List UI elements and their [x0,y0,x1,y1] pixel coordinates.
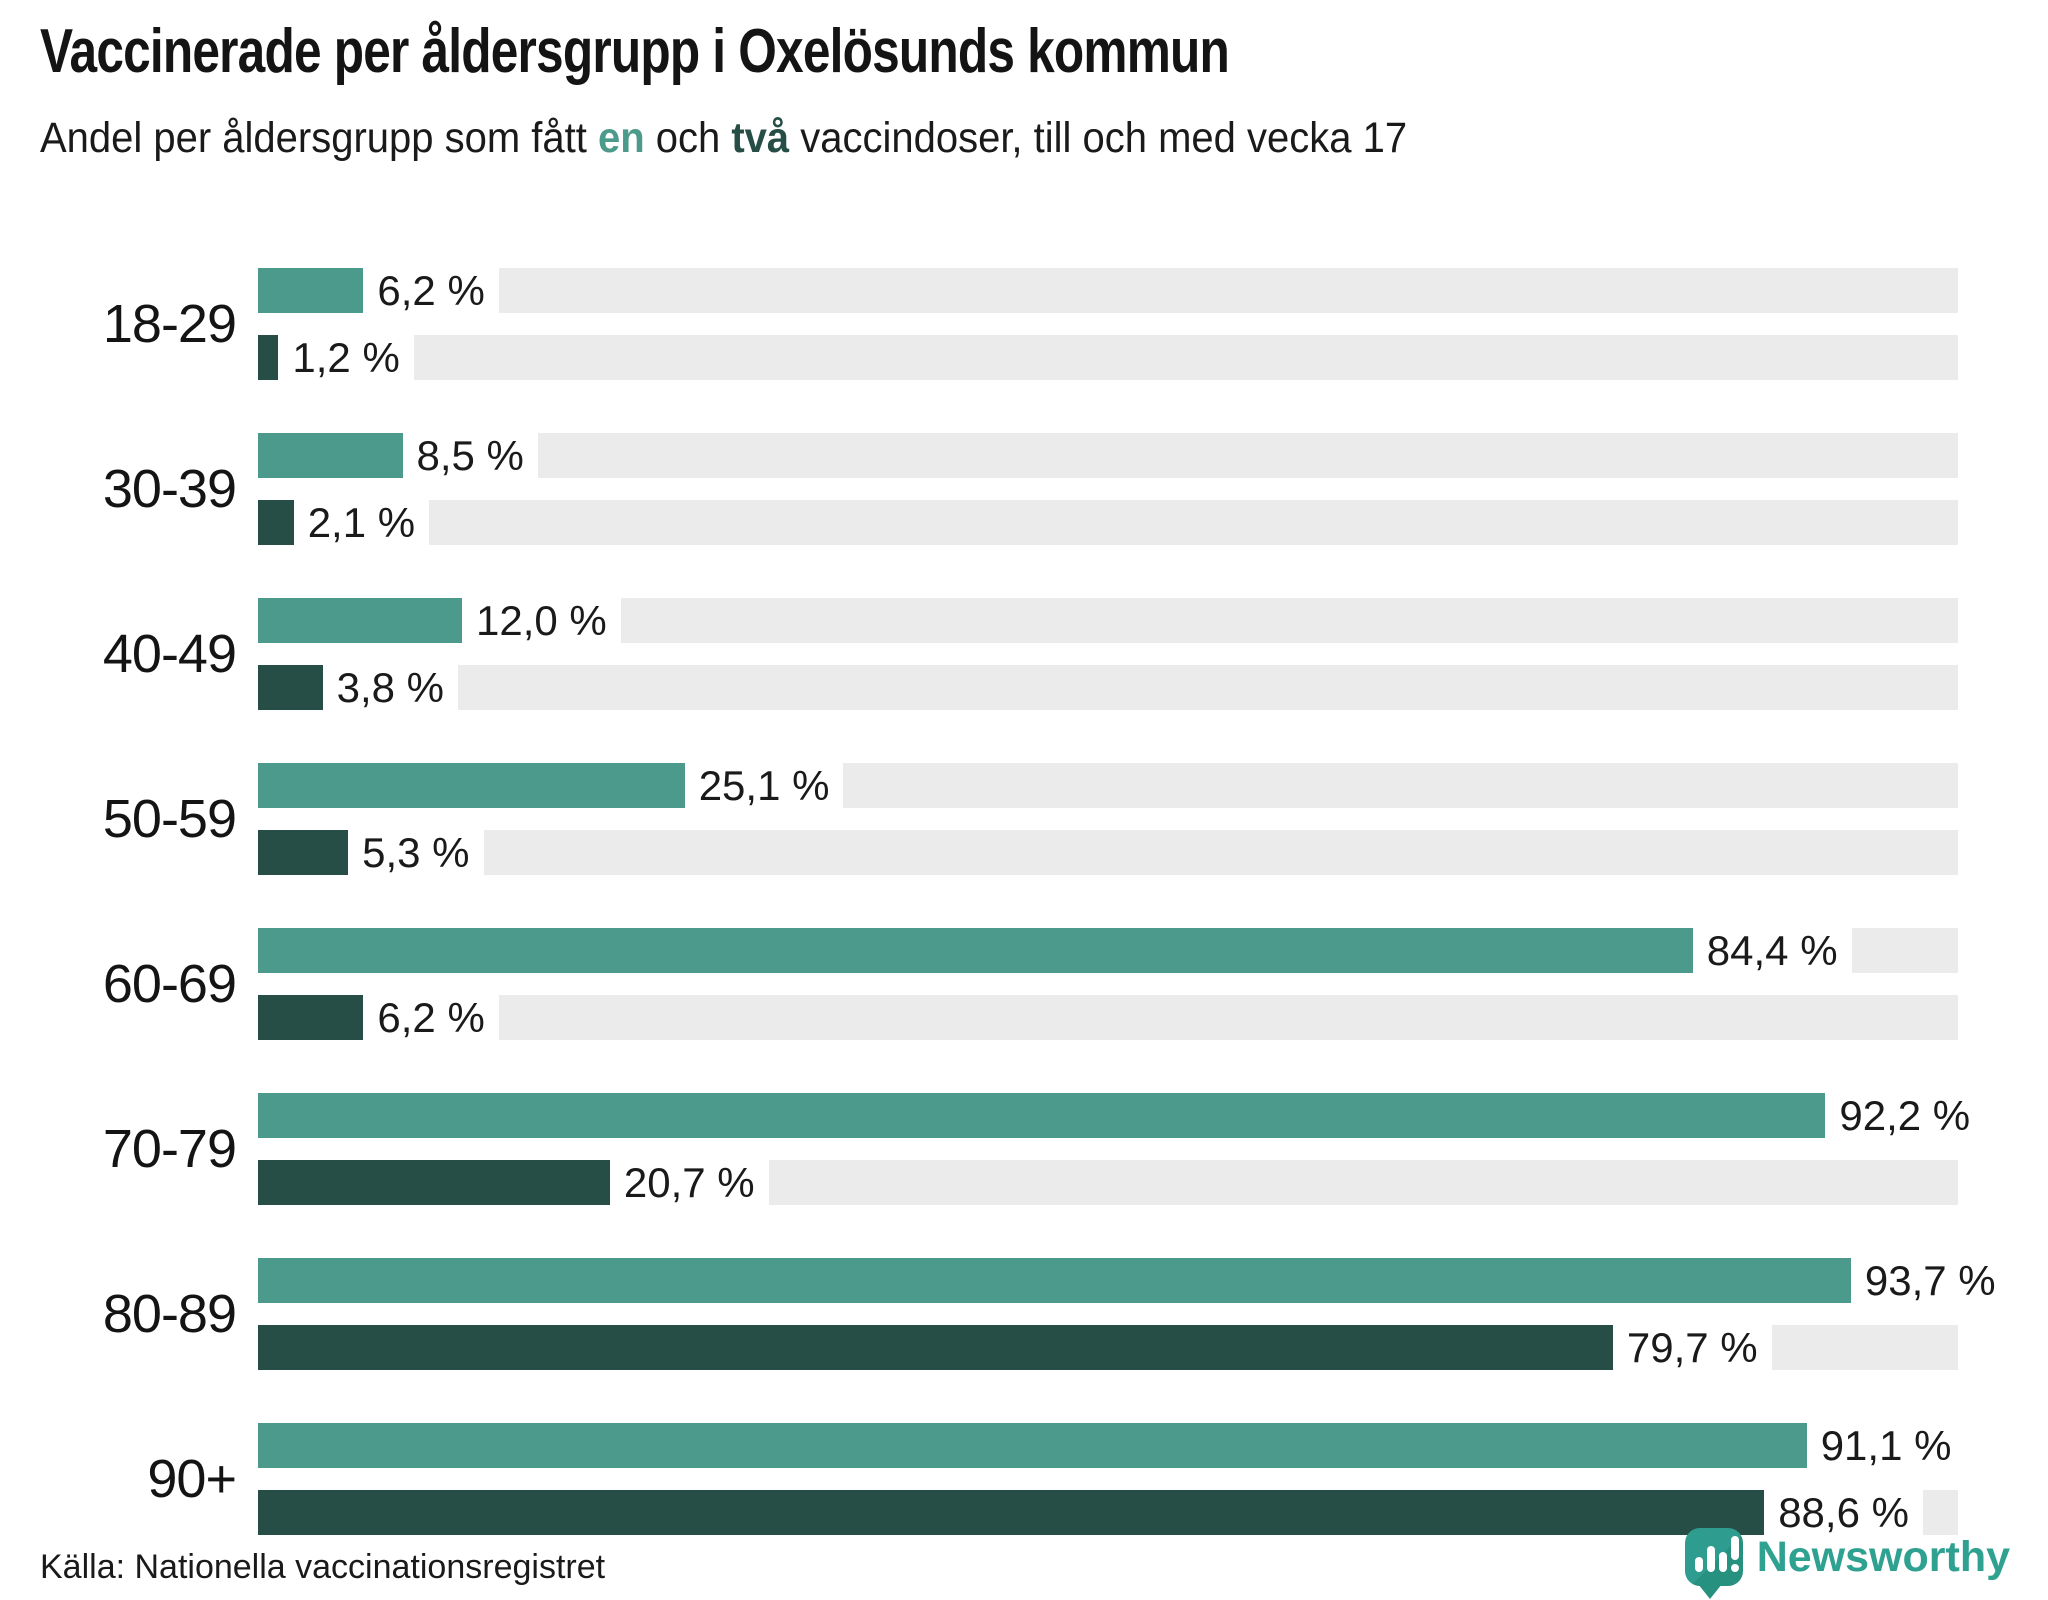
age-group-label: 60-69 [102,954,237,1014]
age-group-row: 60-69 84,4 % 6,2 % [0,927,2048,1041]
value-label-two-doses: 5,3 % [348,829,484,876]
age-group-row: 18-29 6,2 % 1,2 % [0,267,2048,381]
mini-bar-2 [1706,1546,1715,1572]
value-label-two-doses: 6,2 % [363,994,499,1041]
age-group-row: 30-39 8,5 % 2,1 % [0,432,2048,546]
age-group-label: 80-89 [102,1284,237,1344]
bar-two-doses [258,1160,610,1205]
bar-one-dose [258,1093,1826,1138]
chart-title: Vaccinerade per åldersgrupp i Oxelösunds… [40,17,1230,86]
age-group-label: 50-59 [102,789,237,849]
value-label-two-doses: 2,1 % [293,499,430,546]
source-note: Källa: Nationella vaccinationsregistret [40,1548,606,1586]
bar-two-doses-track: 3,8 % [258,664,1958,711]
bar-one-dose [258,928,1693,973]
bar-two-doses [258,1325,1613,1370]
value-label-one-dose: 8,5 % [402,432,538,479]
age-group-row: 50-59 25,1 % 5,3 % [0,762,2048,876]
value-label-two-doses: 88,6 % [1764,1489,1923,1536]
bar-one-dose-track: 92,2 % [258,1092,1985,1139]
bar-one-dose [258,268,364,313]
age-group-row: 40-49 12,0 % 3,8 % [0,597,2048,711]
age-group-label: 30-39 [102,459,237,519]
value-label-one-dose: 92,2 % [1825,1092,1985,1139]
bar-one-dose [258,433,403,478]
value-label-one-dose: 93,7 % [1850,1257,2010,1304]
age-group-row: 70-79 92,2 % 20,7 % [0,1092,2048,1206]
subtitle-middle: och [644,114,732,162]
age-group-row: 80-89 93,7 % 79,7 % [0,1257,2048,1371]
subtitle-prefix: Andel per åldersgrupp som fått [40,114,598,162]
age-group-label: 40-49 [102,624,237,684]
bar-two-doses-track: 88,6 % [258,1489,1958,1536]
speech-bubble-tail [1697,1584,1722,1599]
value-label-one-dose: 12,0 % [462,597,621,644]
bar-one-dose [258,1258,1851,1303]
value-label-two-doses: 1,2 % [278,334,414,381]
subtitle-suffix: vaccindoser, till och med vecka 17 [789,114,1408,162]
chart-subtitle: Andel per åldersgrupp som fått en och tv… [40,114,1407,163]
age-group-label: 18-29 [102,294,237,354]
newsworthy-logo: Newsworthy [1684,1528,2010,1599]
bar-two-doses [258,665,323,710]
bar-one-dose-track: 25,1 % [258,762,1958,809]
age-group-label: 70-79 [102,1119,237,1179]
bar-two-doses-track: 1,2 % [258,334,1958,381]
bar-one-dose [258,1423,1807,1468]
bar-two-doses-track: 2,1 % [258,499,1958,546]
mini-bar-1 [1694,1557,1703,1572]
bar-two-doses-track: 20,7 % [258,1159,1958,1206]
bar-one-dose-track: 93,7 % [258,1257,2010,1304]
value-label-one-dose: 25,1 % [684,762,844,809]
exclamation-bar [1730,1536,1739,1560]
subtitle-one-dose-word: en [597,114,645,162]
bar-one-dose-track: 91,1 % [258,1422,1966,1469]
value-label-two-doses: 79,7 % [1612,1324,1772,1371]
bar-two-doses [258,830,349,875]
value-label-one-dose: 84,4 % [1692,927,1852,974]
bar-two-doses-track: 6,2 % [258,994,1958,1041]
newsworthy-wordmark: Newsworthy [1756,1532,2010,1581]
value-label-one-dose: 6,2 % [363,267,499,314]
bar-two-doses [258,500,294,545]
age-group-label: 90+ [147,1449,237,1509]
bar-one-dose-track: 6,2 % [258,267,1958,314]
age-group-row: 90+ 91,1 % 88,6 % [0,1422,2048,1536]
bar-two-doses-track: 79,7 % [258,1324,1958,1371]
value-label-one-dose: 91,1 % [1806,1422,1966,1469]
mini-bar-3 [1718,1552,1727,1572]
bar-one-dose-track: 12,0 % [258,597,1958,644]
bar-two-doses-track: 5,3 % [258,829,1958,876]
bar-one-dose [258,598,462,643]
newsworthy-bubble-chart-icon [1684,1528,1743,1599]
bar-chart: 18-29 6,2 % 1,2 % 30-39 8,5 % 2,1 % 40-4… [0,267,2048,1548]
bar-two-doses [258,1490,1765,1535]
bar-two-doses [258,995,364,1040]
subtitle-two-doses-word: två [731,114,790,162]
bar-one-dose [258,763,685,808]
bar-one-dose-track: 8,5 % [258,432,1958,479]
value-label-two-doses: 20,7 % [609,1159,769,1206]
exclamation-dot [1730,1564,1739,1572]
bar-one-dose-track: 84,4 % [258,927,1958,974]
value-label-two-doses: 3,8 % [322,664,458,711]
bar-two-doses [258,335,279,380]
